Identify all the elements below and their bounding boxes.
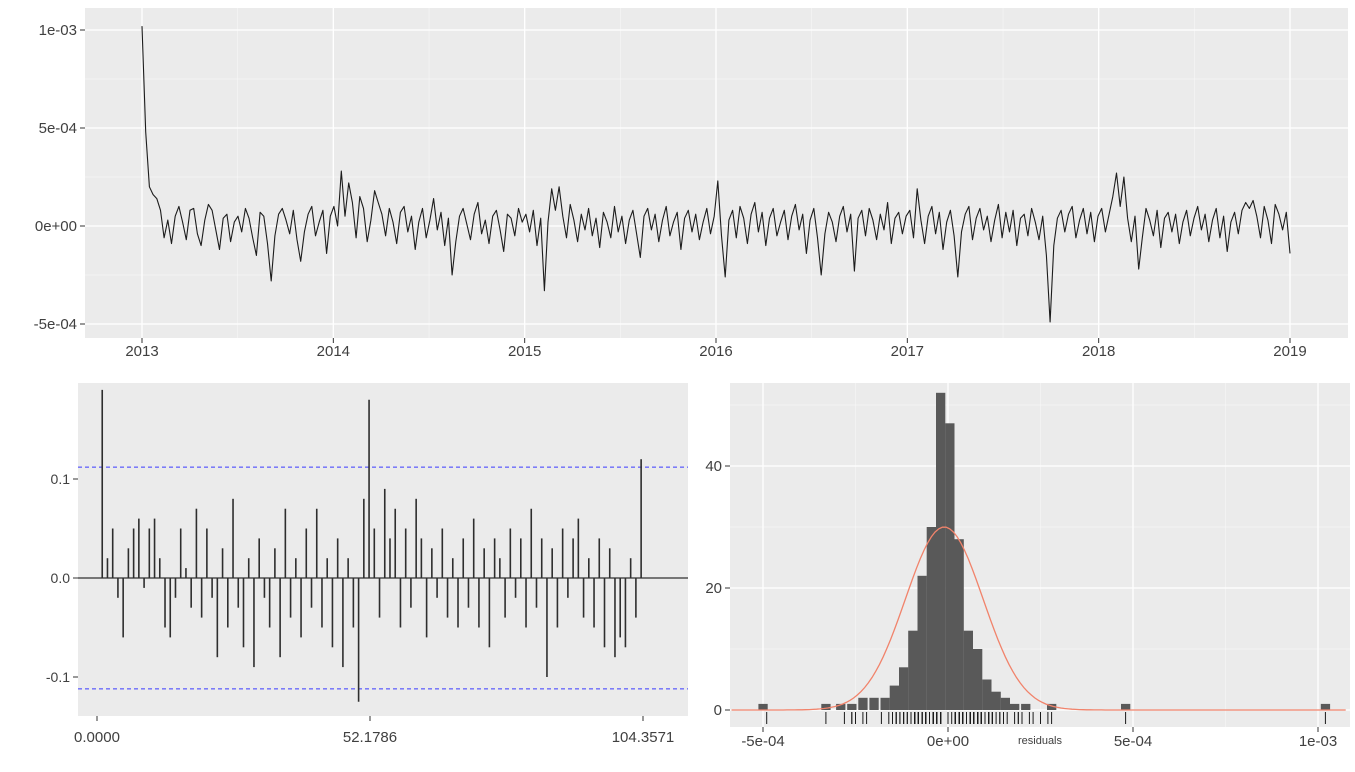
histogram-bar bbox=[899, 667, 909, 710]
histogram-bar bbox=[847, 703, 857, 710]
histogram-bar bbox=[1121, 703, 1131, 710]
histogram-bar bbox=[991, 691, 1001, 710]
histogram-bar bbox=[758, 703, 768, 710]
histogram-bar bbox=[869, 697, 879, 710]
histogram-bar bbox=[908, 630, 918, 710]
y-tick-label: 20 bbox=[705, 580, 722, 597]
histogram-bar bbox=[836, 703, 846, 710]
residuals-time-series-panel: 2013 2014 2015 2016 2017 2018 2019 1e-03 5e-04 0e… bbox=[34, 8, 1348, 360]
histogram-bar bbox=[945, 423, 955, 710]
histogram-bar bbox=[1021, 703, 1031, 710]
x-tick-label: 1e-03 bbox=[1299, 733, 1337, 750]
x-tick-label: 52.1786 bbox=[343, 729, 397, 746]
histogram-bar bbox=[973, 649, 983, 710]
histogram-bar bbox=[1010, 703, 1020, 710]
y-tick-label: 0.1 bbox=[51, 471, 71, 487]
histogram-bar bbox=[926, 527, 936, 710]
y-tick-label: 5e-04 bbox=[39, 120, 77, 137]
x-tick-label: 2013 bbox=[125, 343, 158, 360]
x-tick-label: 0e+00 bbox=[927, 733, 969, 750]
x-tick-label: 5e-04 bbox=[1114, 733, 1152, 750]
x-tick-label: 0.0000 bbox=[74, 729, 120, 746]
x-tick-label: 2014 bbox=[317, 343, 350, 360]
y-tick-label: -0.1 bbox=[46, 669, 70, 685]
x-tick-label: 2015 bbox=[508, 343, 541, 360]
y-tick-label: 0e+00 bbox=[35, 218, 77, 235]
histogram-bar bbox=[880, 697, 890, 710]
y-tick-label: 0.0 bbox=[51, 570, 71, 586]
y-tick-label: 1e-03 bbox=[39, 22, 77, 39]
histogram-panel: -5e-04 0e+00 5e-04 1e-03 0 20 40 residuals bbox=[705, 383, 1350, 750]
histogram-bar bbox=[1000, 697, 1010, 710]
histogram-bar bbox=[1320, 703, 1331, 710]
residual-line bbox=[141, 26, 1291, 323]
histogram-bar bbox=[982, 679, 992, 710]
y-tick-label: 40 bbox=[705, 458, 722, 475]
x-tick-label: 104.3571 bbox=[612, 729, 675, 746]
histogram-bar bbox=[821, 703, 831, 710]
x-tick-label: 2017 bbox=[891, 343, 924, 360]
histogram-bar bbox=[963, 630, 973, 710]
panel-background bbox=[730, 383, 1350, 727]
panel-background bbox=[78, 383, 688, 716]
histogram-bar bbox=[936, 392, 946, 710]
normal-density-curve bbox=[731, 526, 1346, 711]
histogram-bar bbox=[917, 575, 927, 710]
x-axis-label: residuals bbox=[1018, 735, 1063, 747]
y-tick-label: 0 bbox=[714, 702, 722, 719]
x-tick-label: 2016 bbox=[699, 343, 732, 360]
histogram-bar bbox=[954, 539, 964, 710]
y-tick-label: -5e-04 bbox=[34, 316, 77, 333]
x-tick-label: 2019 bbox=[1273, 343, 1306, 360]
histogram-bar bbox=[889, 685, 899, 710]
histogram-bar bbox=[1047, 703, 1057, 710]
histogram-bar bbox=[858, 697, 868, 710]
x-tick-label: -5e-04 bbox=[741, 733, 784, 750]
acf-panel: 0.0000 52.1786 104.3571 0.1 0.0 -0.1 bbox=[46, 383, 688, 746]
x-tick-label: 2018 bbox=[1082, 343, 1115, 360]
